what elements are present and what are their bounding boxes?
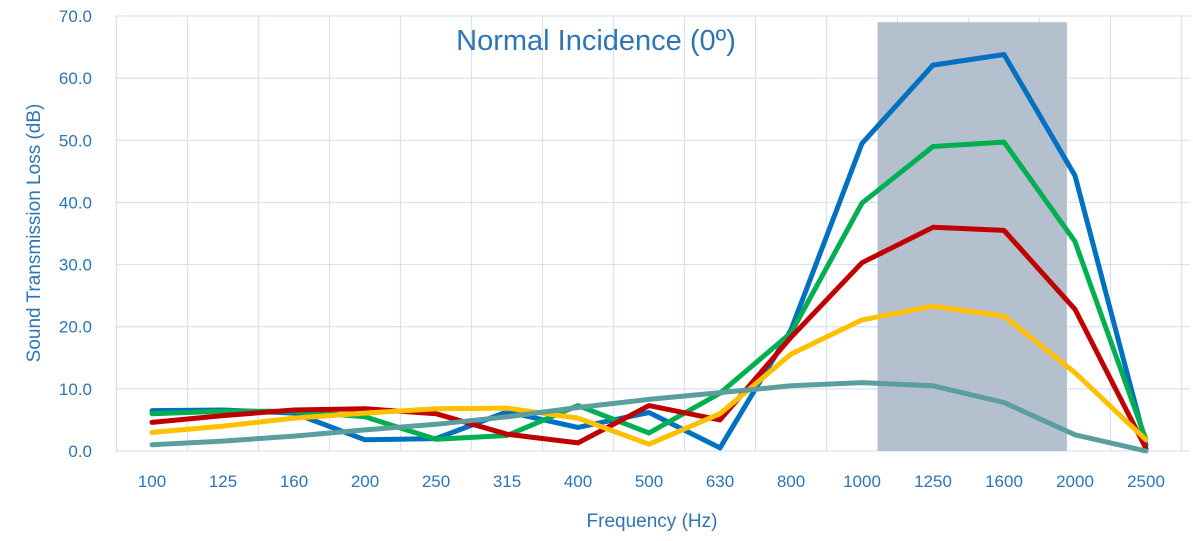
x-tick-label: 2500 (1127, 472, 1165, 491)
series-lines (149, 52, 1149, 454)
y-axis-title: Sound Transmission Loss (dB) (24, 104, 45, 363)
x-axis-title: Frequency (Hz) (587, 511, 718, 532)
series-line-1 (149, 52, 1149, 451)
series-line-5 (149, 380, 1149, 454)
x-tick-label: 1250 (914, 472, 952, 491)
x-tick-label: 2000 (1056, 472, 1094, 491)
series-line-4 (149, 303, 1149, 447)
x-axis-ticks: 100 125 160 200 250 315 400 500 630 800 1000 1250 16… (138, 472, 1165, 491)
x-tick-label: 125 (209, 472, 237, 491)
x-tick-label: 315 (493, 472, 521, 491)
chart-title: Normal Incidence (0º) (456, 25, 736, 57)
x-tick-label: 1000 (843, 472, 881, 491)
series-line-3 (149, 224, 1149, 451)
y-tick-label: 0.0 (68, 442, 92, 461)
x-tick-label: 800 (777, 472, 805, 491)
y-tick-label: 70.0 (59, 7, 92, 26)
x-tick-label: 1600 (985, 472, 1023, 491)
y-tick-label: 40.0 (59, 193, 92, 212)
y-tick-label: 10.0 (59, 380, 92, 399)
x-tick-label: 500 (635, 472, 663, 491)
x-tick-label: 100 (138, 472, 166, 491)
y-tick-label: 30.0 (59, 256, 92, 275)
series-line-2 (149, 139, 1149, 443)
y-tick-label: 60.0 (59, 69, 92, 88)
x-tick-label: 630 (706, 472, 734, 491)
y-tick-label: 20.0 (59, 318, 92, 337)
x-tick-label: 250 (422, 472, 450, 491)
x-tick-label: 400 (564, 472, 592, 491)
y-axis-ticks: 0.0 10.0 20.0 30.0 40.0 50.0 60.0 70.0 (59, 7, 92, 461)
x-tick-label: 200 (351, 472, 379, 491)
x-tick-label: 160 (280, 472, 308, 491)
y-tick-label: 50.0 (59, 131, 92, 150)
